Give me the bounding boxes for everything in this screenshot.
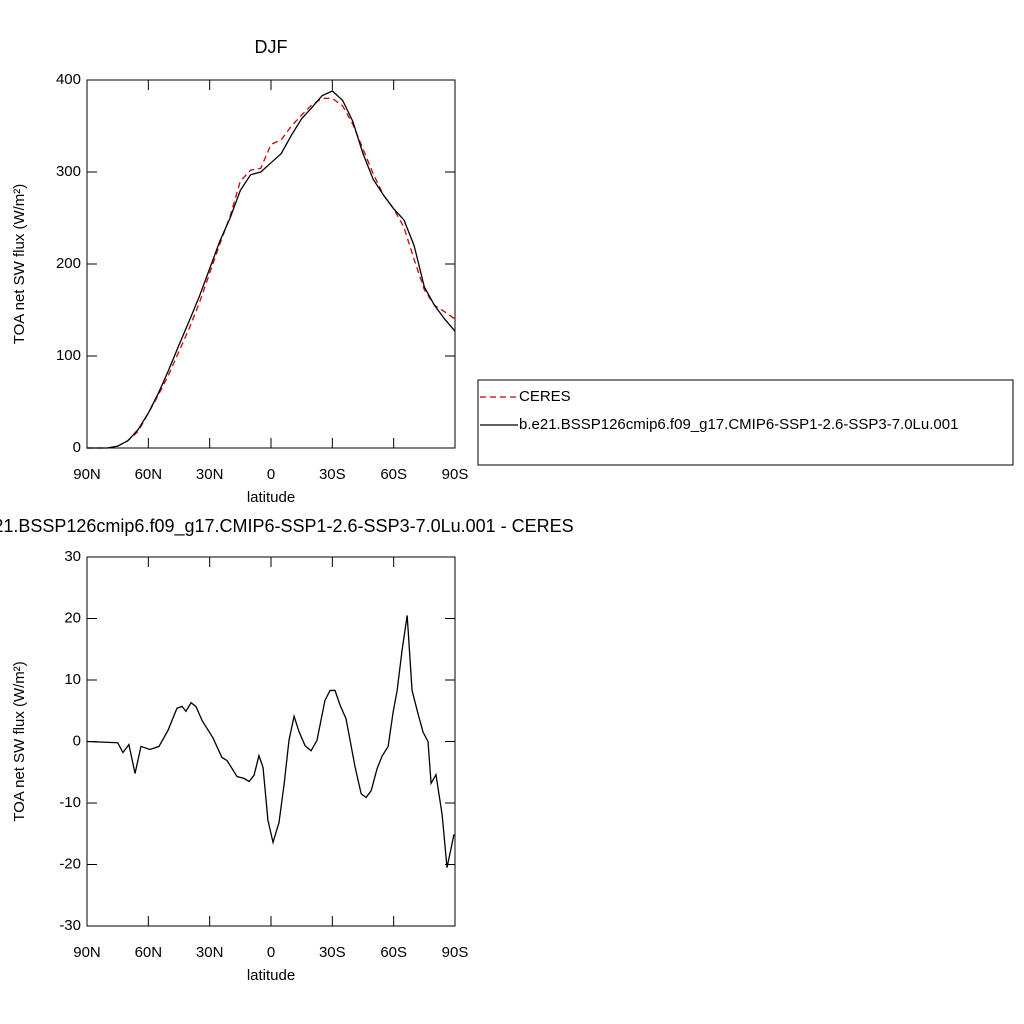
y-tick-label: -10 xyxy=(59,794,81,811)
x-tick-label: 30S xyxy=(319,466,346,483)
chart-title: b.e21.BSSP126cmip6.f09_g17.CMIP6-SSP1-2.… xyxy=(0,516,574,537)
data-line xyxy=(87,90,456,449)
legend-label: CERES xyxy=(519,388,571,405)
x-axis-label: latitude xyxy=(247,967,295,984)
x-tick-label: 0 xyxy=(267,466,275,483)
y-tick-label: 10 xyxy=(64,671,81,688)
chart-title: DJF xyxy=(255,37,288,57)
x-tick-label: 90S xyxy=(442,944,469,961)
x-tick-label: 30N xyxy=(196,944,224,961)
x-tick-label: 60N xyxy=(135,466,163,483)
x-tick-label: 90S xyxy=(442,466,469,483)
x-tick-label: 30N xyxy=(196,466,224,483)
x-tick-label: 60S xyxy=(380,466,407,483)
y-axis-label: TOA net SW flux (W/m²) xyxy=(11,661,28,822)
y-tick-label: 30 xyxy=(64,548,81,565)
plot-frame xyxy=(86,556,456,927)
x-tick-label: 60N xyxy=(135,944,163,961)
legend-box xyxy=(477,379,1014,466)
y-tick-label: 100 xyxy=(56,347,81,364)
y-tick-label: 20 xyxy=(64,609,81,626)
x-tick-label: 90N xyxy=(73,466,101,483)
data-line xyxy=(86,615,455,868)
y-tick-label: -20 xyxy=(59,855,81,872)
data-line xyxy=(87,97,456,449)
y-tick-label: 0 xyxy=(73,732,81,749)
x-tick-label: 0 xyxy=(267,944,275,961)
legend-label: b.e21.BSSP126cmip6.f09_g17.CMIP6-SSP1-2.… xyxy=(519,416,958,433)
x-tick-label: 90N xyxy=(73,944,101,961)
y-tick-label: 0 xyxy=(73,439,81,456)
y-tick-label: 300 xyxy=(56,163,81,180)
y-tick-label: -30 xyxy=(59,917,81,934)
plot-frame xyxy=(86,79,456,449)
y-axis-label: TOA net SW flux (W/m²) xyxy=(11,184,28,345)
x-tick-label: 30S xyxy=(319,944,346,961)
y-tick-label: 200 xyxy=(56,255,81,272)
y-tick-label: 400 xyxy=(56,71,81,88)
x-axis-label: latitude xyxy=(247,489,295,506)
x-tick-label: 60S xyxy=(380,944,407,961)
